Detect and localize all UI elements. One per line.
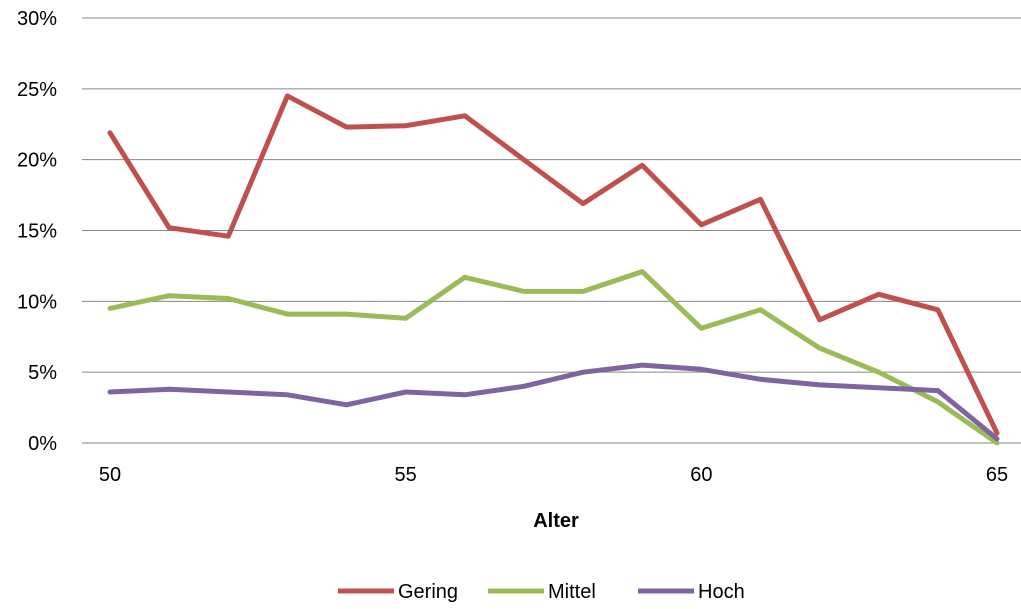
legend-label: Gering [398,581,458,603]
y-tick-label: 20% [17,150,57,172]
y-axis-tick-labels: 0% 5% 10% 15% 20% 25% 30% [17,8,57,455]
y-tick-label: 15% [17,221,57,243]
y-tick-label: 0% [28,433,57,455]
legend-item-gering: Gering [338,581,458,603]
x-tick-label: 65 [986,464,1008,486]
legend-label: Mittel [548,581,596,603]
legend: Gering Mittel Hoch [338,581,745,603]
x-tick-label: 50 [99,464,121,486]
legend-item-mittel: Mittel [488,581,596,603]
series-line-hoch [107,362,1000,442]
y-tick-label: 5% [28,362,57,384]
y-tick-label: 10% [17,291,57,313]
series-line-mittel [107,269,1000,446]
legend-item-hoch: Hoch [638,581,745,603]
series-lines [107,93,1000,446]
series-line-gering [107,93,1000,436]
y-tick-label: 30% [17,8,57,30]
x-axis-title: Alter [533,510,579,532]
y-tick-label: 25% [17,79,57,101]
legend-label: Hoch [698,581,745,603]
x-tick-label: 60 [690,464,712,486]
x-axis-tick-labels: 50 55 60 65 [99,464,1008,486]
x-tick-label: 55 [395,464,417,486]
